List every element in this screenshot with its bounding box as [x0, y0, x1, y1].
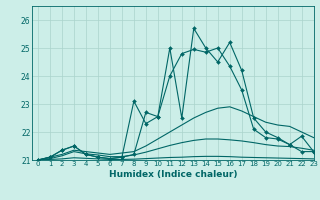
X-axis label: Humidex (Indice chaleur): Humidex (Indice chaleur) [108, 170, 237, 179]
